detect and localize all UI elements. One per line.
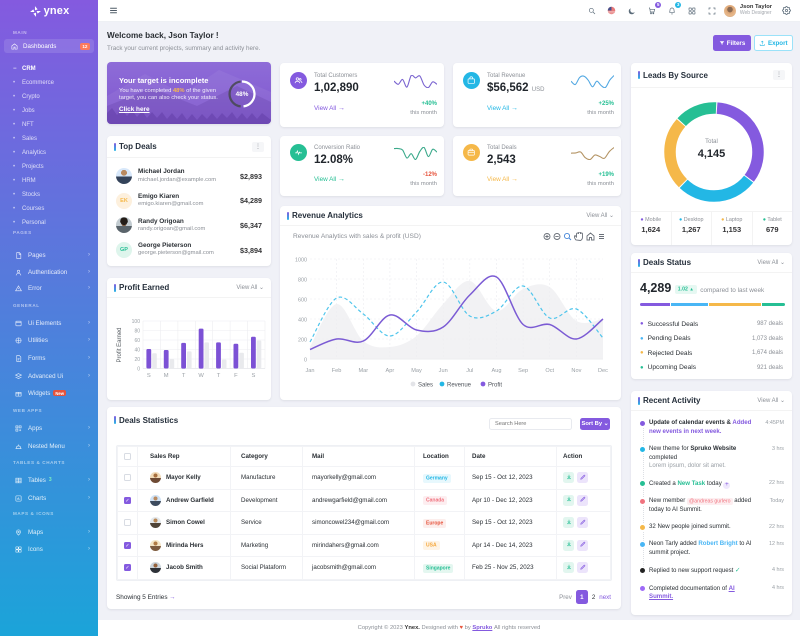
svg-text:20: 20	[134, 357, 140, 363]
svg-text:M: M	[164, 373, 169, 379]
svg-text:T: T	[182, 373, 186, 379]
svg-text:80: 80	[134, 329, 140, 335]
svg-text:F: F	[234, 373, 238, 379]
svg-text:100: 100	[132, 319, 141, 325]
svg-text:Jan: Jan	[305, 368, 314, 374]
svg-text:Sales: Sales	[418, 383, 433, 389]
svg-text:400: 400	[298, 318, 307, 324]
svg-text:0: 0	[137, 367, 140, 373]
svg-text:Profit: Profit	[488, 383, 502, 389]
svg-text:Dec: Dec	[598, 368, 608, 374]
svg-text:T: T	[217, 373, 221, 379]
svg-text:0: 0	[304, 358, 307, 364]
svg-text:S: S	[147, 373, 151, 379]
svg-text:May: May	[411, 368, 422, 374]
svg-text:1000: 1000	[295, 258, 307, 264]
svg-text:Sep: Sep	[518, 368, 528, 374]
svg-text:Apr: Apr	[386, 368, 395, 374]
svg-text:S: S	[251, 373, 255, 379]
svg-text:800: 800	[298, 278, 307, 284]
svg-text:Mar: Mar	[358, 368, 368, 374]
svg-text:48%: 48%	[236, 91, 249, 98]
svg-text:40: 40	[134, 348, 140, 354]
svg-text:Nov: Nov	[571, 368, 581, 374]
svg-text:600: 600	[298, 298, 307, 304]
svg-text:200: 200	[298, 338, 307, 344]
svg-text:Feb: Feb	[332, 368, 342, 374]
svg-text:60: 60	[134, 338, 140, 344]
svg-text:Profit Earned: Profit Earned	[117, 327, 123, 362]
svg-text:Jul: Jul	[466, 368, 473, 374]
svg-text:Revenue: Revenue	[447, 383, 472, 389]
svg-text:Jun: Jun	[439, 368, 448, 374]
svg-text:Oct: Oct	[545, 368, 554, 374]
svg-text:Aug: Aug	[492, 368, 502, 374]
svg-text:W: W	[198, 373, 204, 379]
